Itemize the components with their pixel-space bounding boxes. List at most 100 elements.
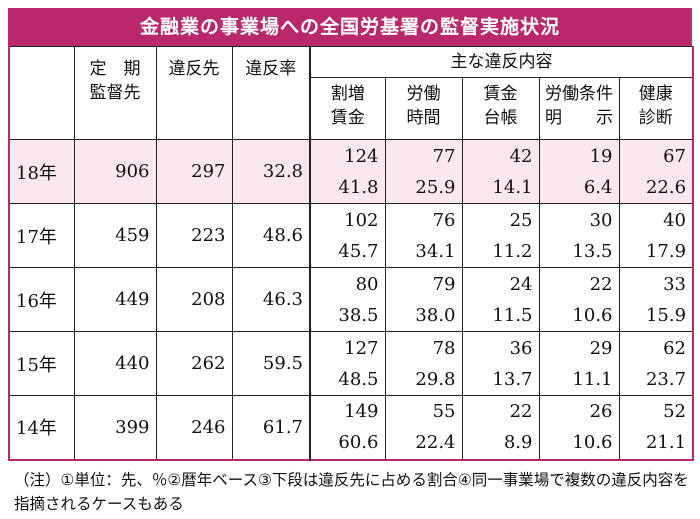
violation-detail-cell: 62 23.7	[618, 331, 694, 396]
violation-count: 24	[509, 273, 533, 295]
inspections-cell: 399	[73, 395, 157, 460]
violation-share: 45.7	[338, 240, 379, 262]
violations-cell: 297	[155, 139, 233, 204]
violation-share: 38.0	[415, 304, 456, 326]
violations-cell: 208	[155, 267, 233, 332]
year-cell: 15年	[8, 331, 75, 396]
violation-share: 29.8	[415, 368, 456, 390]
violation-share: 23.7	[645, 368, 687, 390]
violation-share: 21.1	[645, 432, 687, 454]
violations-cell: 223	[155, 203, 233, 268]
violation-share: 48.5	[338, 368, 379, 390]
violation-share: 15.9	[645, 304, 687, 326]
inspections-cell: 459	[73, 203, 157, 268]
violations-cell: 246	[155, 395, 233, 460]
violation-share: 13.5	[572, 240, 613, 262]
violation-detail-cell: 26 10.6	[538, 395, 620, 460]
violation-share: 25.9	[415, 176, 456, 198]
header-working-hours: 労働 時間	[384, 77, 463, 140]
header-inspections: 定 期 監督先	[73, 46, 157, 140]
violation-detail-cell: 29 11.1	[538, 331, 620, 396]
violation-count: 40	[663, 209, 687, 231]
violation-detail-cell: 36 13.7	[461, 331, 540, 396]
rate-cell: 61.7	[231, 395, 311, 460]
violation-share: 34.1	[415, 240, 456, 262]
rate-cell: 46.3	[231, 267, 311, 332]
violation-detail-cell: 124 41.8	[309, 139, 386, 204]
violation-detail-cell: 149 60.6	[309, 395, 386, 460]
violation-share: 8.9	[503, 432, 533, 454]
violation-count: 62	[663, 337, 687, 359]
violation-detail-cell: 33 15.9	[618, 267, 694, 332]
violation-count: 52	[663, 401, 687, 423]
year-cell: 17年	[8, 203, 75, 268]
violation-detail-cell: 127 48.5	[309, 331, 386, 396]
violation-detail-cell: 102 45.7	[309, 203, 386, 268]
violation-share: 60.6	[338, 432, 379, 454]
inspections-cell: 440	[73, 331, 157, 396]
violation-detail-cell: 52 21.1	[618, 395, 694, 460]
violation-count: 102	[344, 209, 379, 231]
violation-share: 41.8	[338, 176, 379, 198]
violation-detail-cell: 80 38.5	[309, 267, 386, 332]
table-row: 15年 440 262 59.5 127 48.5 78 29.8 36 13.7 29 11.1 62…	[8, 331, 694, 396]
violation-share: 11.1	[572, 368, 613, 390]
violation-count: 55	[432, 401, 456, 423]
violation-count: 22	[509, 401, 533, 423]
violation-count: 42	[509, 145, 533, 167]
inspections-cell: 449	[73, 267, 157, 332]
year-cell: 14年	[8, 395, 75, 460]
violation-detail-cell: 30 13.5	[538, 203, 620, 268]
footnote: （注）①単位：先、％②暦年ベース③下段は違反先に占める割合④同一事業場で複数の違…	[14, 471, 689, 513]
table-row: 16年 449 208 46.3 80 38.5 79 38.0 24 11.5 22 10.6 33 1…	[8, 267, 694, 332]
rate-cell: 48.6	[231, 203, 311, 268]
violation-count: 22	[589, 273, 613, 295]
violation-detail-cell: 19 6.4	[538, 139, 620, 204]
rate-cell: 32.8	[231, 139, 311, 204]
violation-share: 10.6	[572, 304, 613, 326]
violation-share: 22.6	[645, 176, 687, 198]
header-main-violations: 主な違反内容	[308, 46, 694, 78]
violation-detail-cell: 79 38.0	[384, 267, 463, 332]
violation-detail-cell: 77 25.9	[384, 139, 463, 204]
violation-detail-cell: 24 11.5	[461, 267, 540, 332]
violation-share: 11.5	[492, 304, 533, 326]
year-cell: 18年	[8, 139, 75, 204]
violation-count: 76	[432, 209, 456, 231]
violation-count: 26	[589, 401, 613, 423]
violation-count: 78	[432, 337, 456, 359]
violation-count: 25	[509, 209, 533, 231]
violation-count: 77	[432, 145, 456, 167]
table-body: 18年 906 297 32.8 124 41.8 77 25.9 42 14.1 19 6.4 67 2…	[8, 139, 694, 460]
violation-count: 19	[589, 145, 613, 167]
violation-count: 124	[344, 145, 379, 167]
header-year-blank	[8, 46, 75, 140]
header-row-sub: 割増 賃金 労働 時間 賃金 台帳 労働条件明 示 健康 診断	[9, 77, 694, 140]
violation-share: 22.4	[415, 432, 456, 454]
year-cell: 16年	[8, 267, 75, 332]
table-row: 18年 906 297 32.8 124 41.8 77 25.9 42 14.1 19 6.4 67 2…	[8, 139, 694, 204]
violation-count: 80	[355, 273, 379, 295]
violation-count: 30	[589, 209, 613, 231]
violation-share: 10.6	[572, 432, 613, 454]
figure-title: 金融業の事業場への全国労基署の監督実施状況	[8, 8, 692, 46]
violation-detail-cell: 40 17.9	[618, 203, 694, 268]
violation-share: 6.4	[583, 176, 613, 198]
header-labor-conditions: 労働条件明 示	[538, 77, 620, 140]
violation-detail-cell: 78 29.8	[384, 331, 463, 396]
violation-count: 33	[663, 273, 687, 295]
violation-share: 38.5	[338, 304, 379, 326]
inspection-table: 定 期 監督先 違反先 違反率 主な違反内容 割増 賃金 労働 時間 賃金 台帳 労働…	[8, 46, 695, 461]
inspections-cell: 906	[73, 139, 157, 204]
violation-share: 17.9	[645, 240, 687, 262]
violation-share: 13.7	[492, 368, 533, 390]
violations-cell: 262	[155, 331, 233, 396]
violation-share: 11.2	[492, 240, 533, 262]
table-row: 14年 399 246 61.7 149 60.6 55 22.4 22 8.9 26 10.6 52 2…	[8, 395, 694, 460]
violation-detail-cell: 67 22.6	[618, 139, 694, 204]
violation-count: 67	[663, 145, 687, 167]
violation-count: 127	[344, 337, 379, 359]
header-overtime-pay: 割増 賃金	[309, 77, 386, 140]
violation-detail-cell: 55 22.4	[384, 395, 463, 460]
header-wage-ledger: 賃金 台帳	[461, 77, 540, 140]
